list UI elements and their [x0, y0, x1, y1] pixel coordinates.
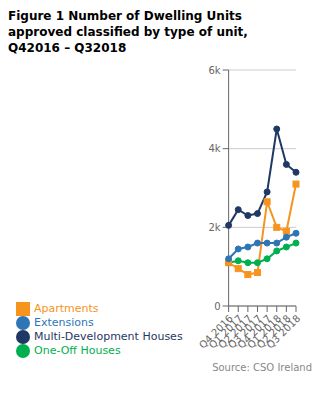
- svg-text:0: 0: [214, 301, 220, 312]
- svg-text:4k: 4k: [208, 143, 220, 154]
- html-text:One-Off Houses: One-Off Houses: [34, 344, 121, 357]
- html-text:Q42016 – Q32018: Q42016 – Q32018: [8, 41, 127, 55]
- svg-text:Q4 2016: Q4 2016: [196, 312, 235, 351]
- svg-text:2k: 2k: [208, 222, 220, 233]
- html-text:Extensions: Extensions: [34, 316, 94, 329]
- svg-text:6k: 6k: [208, 65, 220, 76]
- svg-text:Q4 2017: Q4 2017: [235, 312, 274, 351]
- svg-text:Q3 2018: Q3 2018: [264, 313, 302, 351]
- html-text:Multi-Development Houses: Multi-Development Houses: [34, 330, 183, 343]
- svg-text:Q1 2018: Q1 2018: [245, 312, 284, 351]
- svg-text:Q2 2018: Q2 2018: [254, 312, 293, 351]
- svg-text:Q2 2017: Q2 2017: [216, 312, 255, 351]
- html-text:Source: CSO Ireland: Source: CSO Ireland: [212, 362, 312, 373]
- html-text:Apartments: Apartments: [34, 302, 99, 315]
- svg-text:Q3 2017: Q3 2017: [225, 312, 264, 351]
- html-text:Figure 1 Number of Dwelling Un: Figure 1 Number of Dwelling Units: [8, 9, 242, 23]
- html-text:approved classified by type of: approved classified by type of unit,: [8, 25, 248, 39]
- svg-text:Q1 2017: Q1 2017: [206, 312, 245, 351]
